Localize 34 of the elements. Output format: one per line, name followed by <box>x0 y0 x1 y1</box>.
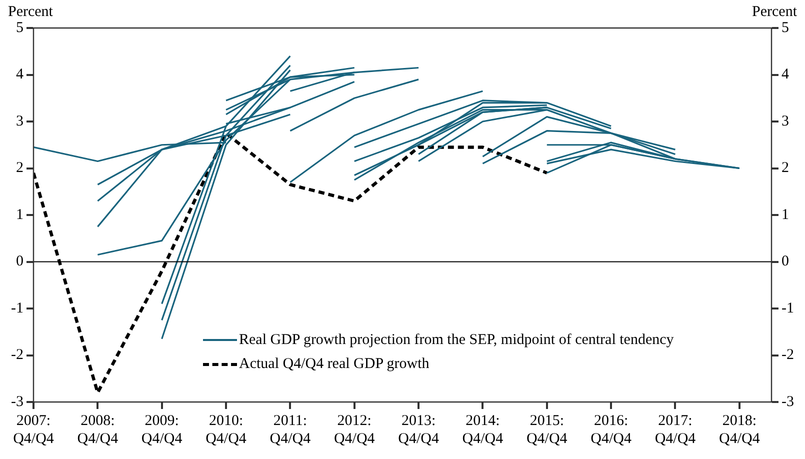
y-tick-label: -3 <box>10 394 24 410</box>
y-tick-label: -1 <box>10 300 24 316</box>
y2-tick-label: 1 <box>782 206 790 223</box>
x-tick-label: 2011: Q4/Q4 <box>270 412 312 447</box>
y2-tick-label: 3 <box>782 113 790 130</box>
y-axis-title: Percent <box>8 4 53 21</box>
y-tick-label: 2 <box>16 160 24 176</box>
x-tick-label: 2013: Q4/Q4 <box>398 412 440 447</box>
y2-tick-label: 2 <box>782 160 790 176</box>
x-tick-label: 2016: Q4/Q4 <box>590 412 632 447</box>
y2-tick-label: 4 <box>782 66 790 83</box>
legend-label: Actual Q4/Q4 real GDP growth <box>239 355 430 374</box>
y2-tick-label: -3 <box>782 394 794 410</box>
x-tick-label: 2008: Q4/Q4 <box>77 412 119 447</box>
y2-tick-label: -2 <box>782 347 794 364</box>
x-tick-label: 2009: Q4/Q4 <box>141 412 183 447</box>
x-tick-label: 2012: Q4/Q4 <box>334 412 376 447</box>
y-tick-label: 0 <box>16 254 24 270</box>
y-tick-label: 1 <box>16 206 24 223</box>
y2-tick-label: 5 <box>782 20 790 36</box>
y2-tick-label: 0 <box>782 254 790 270</box>
y2-axis-title: Percent <box>752 4 797 21</box>
y-tick-label: 5 <box>16 20 24 36</box>
x-tick-label: 2014: Q4/Q4 <box>462 412 504 447</box>
x-tick-label: 2017: Q4/Q4 <box>654 412 696 447</box>
y-tick-label: 3 <box>16 113 24 130</box>
legend-label: Real GDP growth projection from the SEP, midpoint of central tendency <box>239 331 674 350</box>
x-tick-label: 2018: Q4/Q4 <box>718 412 760 447</box>
x-tick-label: 2010: Q4/Q4 <box>206 412 247 447</box>
y-tick-label: 4 <box>16 66 24 83</box>
y2-tick-label: -1 <box>782 300 794 316</box>
y-tick-label: -2 <box>10 347 24 364</box>
x-tick-label: 2007: Q4/Q4 <box>13 412 54 447</box>
x-tick-label: 2015: Q4/Q4 <box>526 412 568 447</box>
